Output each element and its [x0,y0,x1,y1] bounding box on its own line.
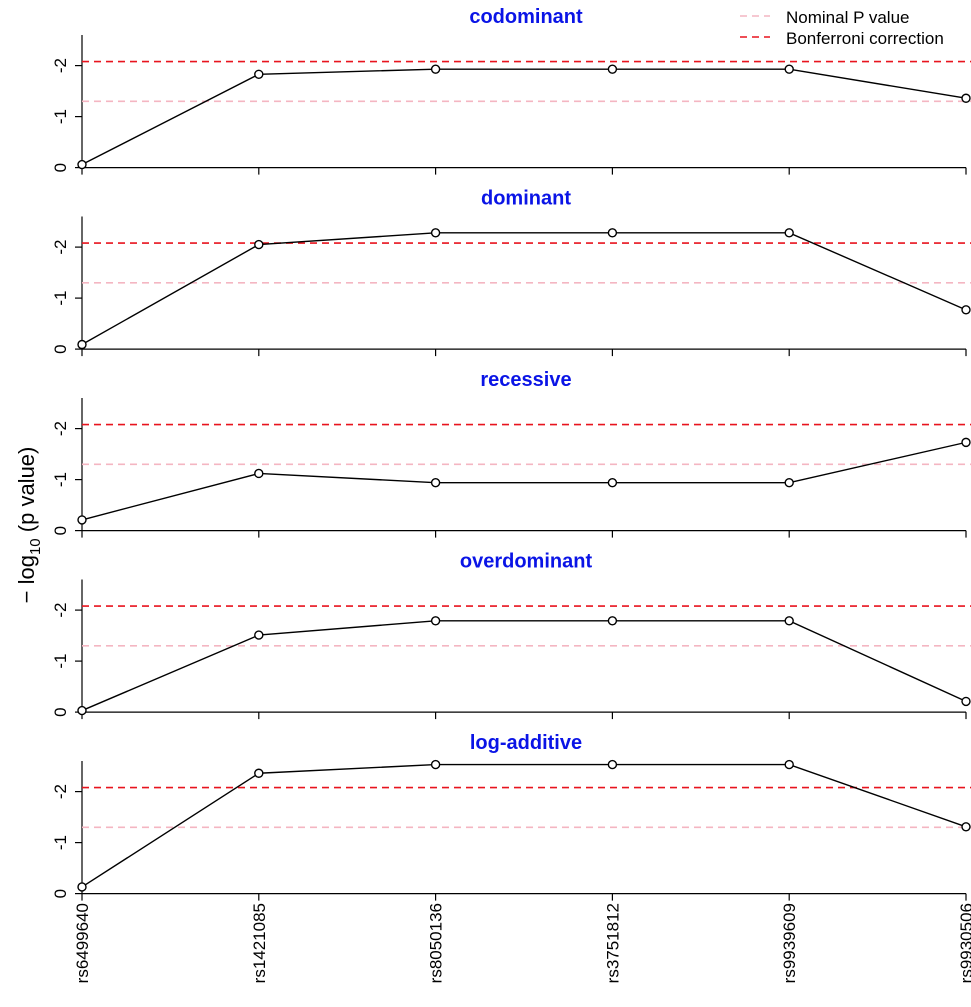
data-point [77,515,87,525]
y-tick-label: 0 [51,526,70,535]
y-tick-label: 0 [51,344,70,353]
data-point [254,468,264,479]
x-tick-label: rs6499640 [73,903,92,983]
y-axis-label-subscript: 10 [27,538,44,555]
data-point [607,616,618,626]
series-line [81,441,967,521]
y-tick-label: 0 [51,163,70,172]
data-point [607,228,618,238]
x-tick-label: rs8050136 [427,903,446,983]
x-tick-label: rs9930506 [957,903,971,983]
data-point [254,768,264,778]
data-point [961,305,971,315]
panel-title: codominant [469,6,583,28]
data-point [607,759,618,770]
data-point [430,759,441,770]
data-point [254,239,264,250]
data-point [430,64,441,74]
data-point [961,437,971,448]
y-axis-label-prefix: − log [14,555,39,603]
y-tick-label: 0 [51,707,70,716]
data-point [784,759,794,770]
y-tick-label: -1 [51,835,70,850]
y-tick-label: -2 [51,421,70,436]
data-point [254,69,264,79]
panel-title: overdominant [460,551,593,573]
panel-overdominant: overdominant 0 -1 -2 [51,551,971,720]
panel-title: log-additive [470,732,582,754]
series-line [81,68,967,166]
legend-nominal-label: Nominal P value [786,8,909,27]
y-tick-label: -1 [51,109,70,124]
data-point [784,616,794,626]
data-point [77,339,87,350]
y-tick-label: 0 [51,889,70,898]
data-point [430,616,441,626]
data-point [607,64,618,74]
legend: Nominal P value Bonferroni correction [740,8,944,48]
series-line [81,232,967,346]
data-point [77,705,87,716]
x-tick-label: rs3751812 [603,903,622,983]
legend-bonferroni-label: Bonferroni correction [786,29,944,48]
y-tick-label: -2 [51,784,70,799]
data-point [784,477,794,488]
y-tick-label: -2 [51,58,70,73]
panel-title: recessive [480,369,571,391]
panel-dominant: dominant 0 -1 -2 [51,188,971,357]
x-tick-label: rs1421085 [250,903,269,983]
panel-title: dominant [481,188,571,210]
series-line [81,620,967,712]
y-tick-label: -2 [51,603,70,618]
y-axis-label: − log10 (p value) [14,447,44,604]
panel-codominant: codominant 0 -1 -2 [51,6,971,175]
data-point [430,477,441,488]
data-point [254,630,264,640]
y-tick-label: -1 [51,291,70,306]
x-tick-label: rs9939609 [780,903,799,983]
series-line [81,763,967,888]
x-axis-tick-labels: rs6499640 rs1421085 rs8050136 rs3751812 rs99… [73,903,971,983]
data-point [784,228,794,238]
data-point [961,93,971,103]
data-point [784,64,794,74]
data-point [961,822,971,832]
y-tick-label: -1 [51,472,70,487]
data-point [961,696,971,707]
data-point [607,477,618,488]
panels-group: codominant 0 -1 -2 dominant 0 -1 -2 recessive 0 -1… [51,6,971,901]
y-tick-label: -2 [51,240,70,255]
data-point [77,882,87,892]
panel-log-additive: log-additive 0 -1 -2 [51,732,971,901]
y-tick-label: -1 [51,654,70,669]
panel-recessive: recessive 0 -1 -2 [51,369,971,538]
data-point [77,159,87,170]
data-point [430,228,441,238]
y-axis-label-suffix: (p value) [14,447,39,539]
